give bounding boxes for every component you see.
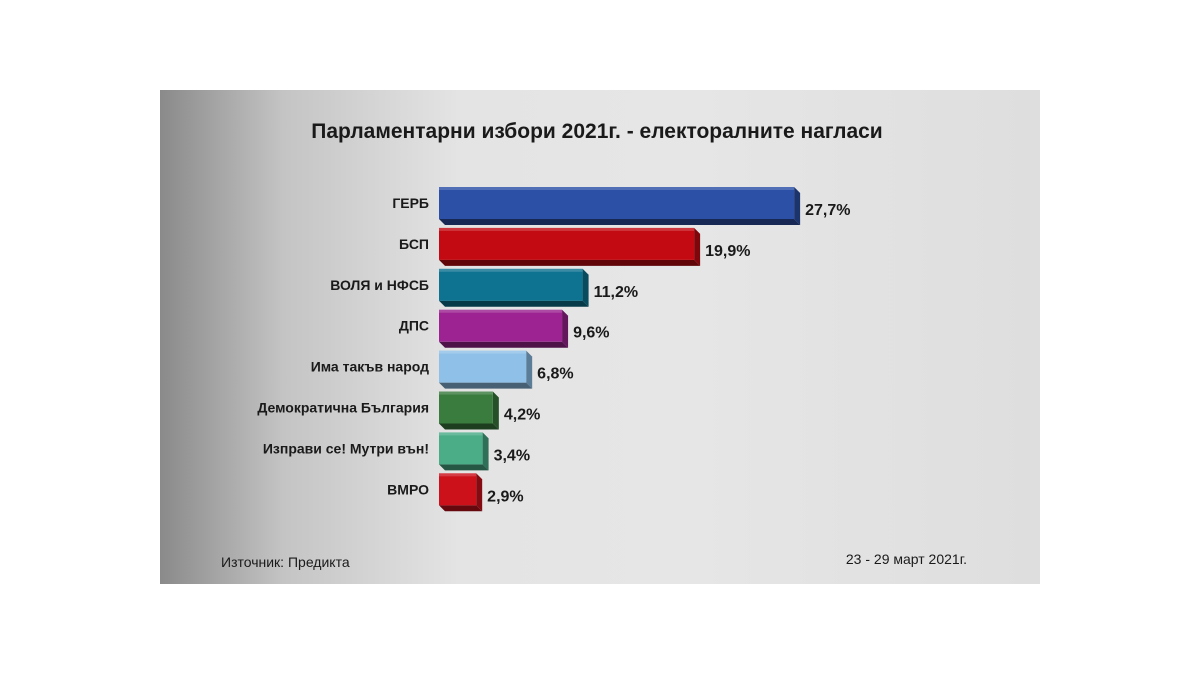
value-label: 19,9% [705, 243, 750, 260]
category-label: Изправи се! Мутри вън! [263, 440, 429, 456]
value-label: 6,8% [537, 366, 573, 383]
bar-side [694, 227, 701, 266]
bar-bottom [439, 259, 701, 266]
bars-group: ГЕРБ 27,7% БСП 19,9% ВОЛЯ и НФСБ 11,2% ДПС 9,6%… [257, 187, 850, 512]
chart-title: Парламентарни избори 2021г. - електоралн… [311, 120, 882, 143]
bar-bottom [439, 464, 489, 471]
value-label: 4,2% [504, 407, 540, 424]
bar-side [482, 432, 489, 471]
bar [439, 391, 493, 424]
bar-bottom [439, 423, 499, 430]
bar-side [794, 187, 801, 225]
bar [439, 187, 795, 219]
bar-highlight [439, 350, 527, 354]
bar [439, 309, 563, 342]
bar-highlight [439, 391, 493, 395]
bar-bottom [439, 505, 483, 512]
value-label: 3,4% [494, 447, 530, 464]
bar-highlight [439, 309, 563, 313]
category-label: ВМРО [387, 481, 429, 497]
bar [439, 350, 527, 383]
bar-highlight [439, 187, 795, 190]
bar [439, 227, 695, 260]
category-label: БСП [399, 236, 429, 252]
bar-side [582, 268, 589, 307]
bar-highlight [439, 227, 695, 231]
value-label: 9,6% [573, 325, 609, 342]
category-label: ДПС [399, 318, 429, 334]
bar-bottom [439, 300, 589, 307]
bar-side [562, 309, 569, 348]
bar-chart: Парламентарни избори 2021г. - електоралн… [221, 120, 967, 570]
bar-side [476, 473, 483, 512]
bar-highlight [439, 473, 477, 477]
source-label: Източник: Предикта [221, 554, 350, 570]
bar-highlight [439, 432, 483, 436]
bar [439, 473, 477, 506]
chart-panel: Парламентарни избори 2021г. - електоралн… [160, 90, 1040, 584]
bar-highlight [439, 268, 583, 272]
bar-bottom [439, 341, 569, 348]
value-label: 11,2% [594, 284, 638, 301]
value-label: 27,7% [805, 202, 850, 219]
bar-bottom [439, 219, 801, 225]
bar [439, 268, 583, 301]
value-label: 2,9% [487, 488, 523, 505]
category-label: Има такъв народ [311, 359, 429, 375]
bar [439, 432, 483, 465]
date-label: 23 - 29 март 2021г. [846, 551, 967, 567]
category-label: ГЕРБ [392, 195, 429, 211]
bar-bottom [439, 382, 533, 389]
bar-side [492, 391, 499, 430]
category-label: Демократична България [257, 400, 429, 416]
bar-side [526, 350, 533, 389]
category-label: ВОЛЯ и НФСБ [330, 277, 429, 293]
